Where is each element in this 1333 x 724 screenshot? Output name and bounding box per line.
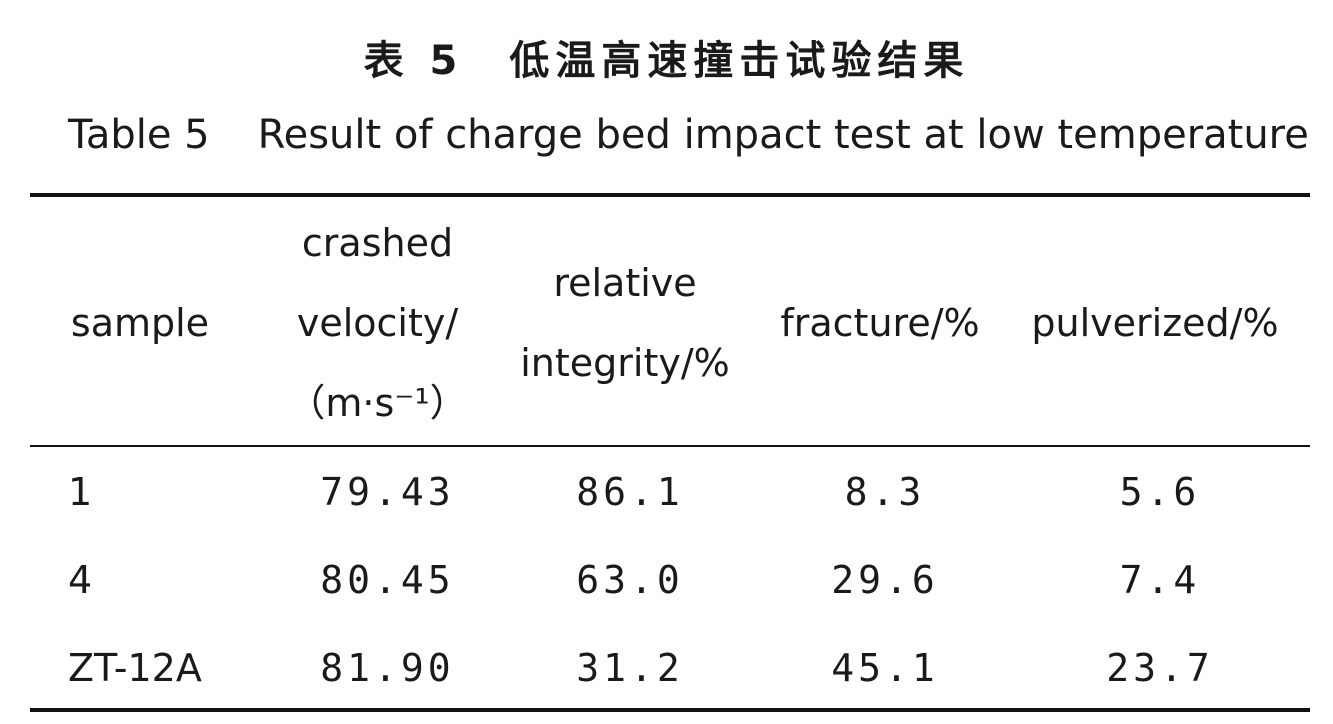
cell-velocity: 79.43: [320, 470, 455, 514]
table-row: ZT-12A 81.90 31.2 45.1 23.7: [30, 624, 1310, 712]
cell-sample: ZT-12A: [68, 646, 202, 690]
header-relative-line2: integrity/%: [520, 341, 730, 385]
header-velocity-unit: （m·s⁻¹）: [287, 381, 468, 425]
header-relative-line1: relative: [553, 261, 697, 305]
cell-velocity: 81.90: [320, 646, 455, 690]
bottom-rule: [30, 708, 1310, 712]
table-row: 1 79.43 86.1 8.3 5.6: [30, 448, 1310, 536]
table-title: Result of charge bed impact test at low …: [257, 112, 1309, 158]
cell-sample: 1: [68, 470, 93, 514]
table-number: Table 5: [68, 112, 210, 158]
table-row: 4 80.45 63.0 29.6 7.4: [30, 536, 1310, 624]
cell-relative-integrity: 31.2: [576, 646, 684, 690]
header-relative-integrity: relative integrity/%: [505, 205, 745, 441]
header-rule: [30, 445, 1310, 447]
header-fracture: fracture/%: [760, 205, 1000, 441]
cell-sample: 4: [68, 558, 93, 602]
cell-velocity: 80.45: [320, 558, 455, 602]
cell-pulverized: 7.4: [1119, 558, 1201, 602]
header-pulverized: pulverized/%: [1010, 205, 1300, 441]
table-caption-chinese: 表 5 低温高速撞击试验结果: [363, 38, 970, 84]
cell-relative-integrity: 63.0: [576, 558, 684, 602]
table-caption-english: Table 5 Result of charge bed impact test …: [68, 112, 1309, 158]
cell-relative-integrity: 86.1: [576, 470, 684, 514]
header-velocity-line1: crashed: [301, 221, 454, 265]
header-sample: sample: [40, 205, 240, 441]
header-velocity: crashed velocity/ （m·s⁻¹）: [255, 205, 500, 441]
cell-fracture: 29.6: [831, 558, 939, 602]
top-rule: [30, 193, 1310, 197]
cell-fracture: 8.3: [844, 470, 926, 514]
header-fracture-label: fracture/%: [780, 301, 980, 345]
header-velocity-line2: velocity/: [296, 301, 459, 345]
header-sample-label: sample: [70, 301, 210, 345]
cell-fracture: 45.1: [831, 646, 939, 690]
cell-pulverized: 5.6: [1119, 470, 1201, 514]
cell-pulverized: 23.7: [1106, 646, 1214, 690]
header-pulverized-label: pulverized/%: [1031, 301, 1279, 345]
